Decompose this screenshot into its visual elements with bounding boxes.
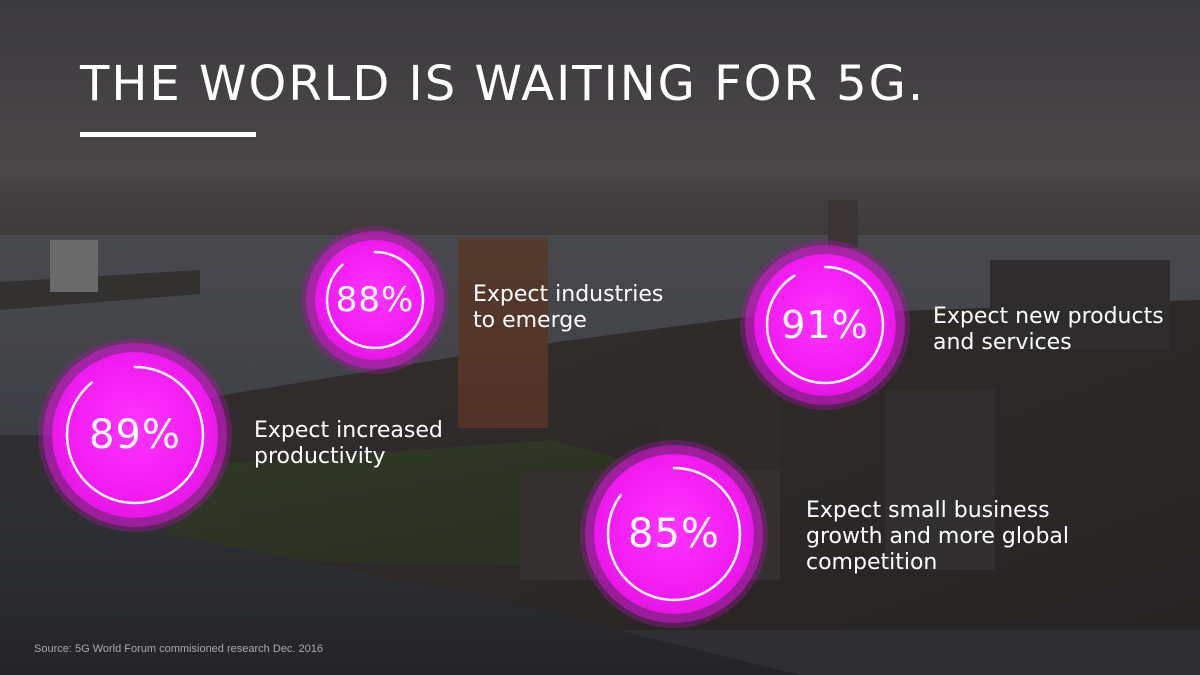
percent-badge: 89% bbox=[52, 352, 218, 518]
percent-value: 91% bbox=[781, 303, 869, 347]
stat-label: Expect small business growth and more gl… bbox=[806, 498, 1070, 575]
stat-label: Expect industries to emerge bbox=[473, 282, 664, 333]
percent-badge: 85% bbox=[594, 454, 754, 614]
stat-label: Expect new products and services bbox=[933, 304, 1164, 355]
stat-label: Expect increased productivity bbox=[254, 418, 443, 469]
page-title: THE WORLD IS WAITING FOR 5G. bbox=[80, 56, 926, 112]
percent-badge: 91% bbox=[754, 254, 896, 396]
progress-ring bbox=[325, 250, 425, 350]
progress-ring bbox=[65, 365, 205, 505]
progress-ring bbox=[765, 265, 885, 385]
percent-value: 85% bbox=[628, 511, 720, 557]
source-citation: Source: 5G World Forum commisioned resea… bbox=[34, 643, 323, 655]
percent-value: 89% bbox=[89, 412, 181, 458]
title-underline bbox=[80, 132, 256, 137]
percent-badge: 88% bbox=[315, 240, 435, 360]
progress-ring bbox=[606, 466, 742, 602]
percent-value: 88% bbox=[335, 280, 415, 320]
